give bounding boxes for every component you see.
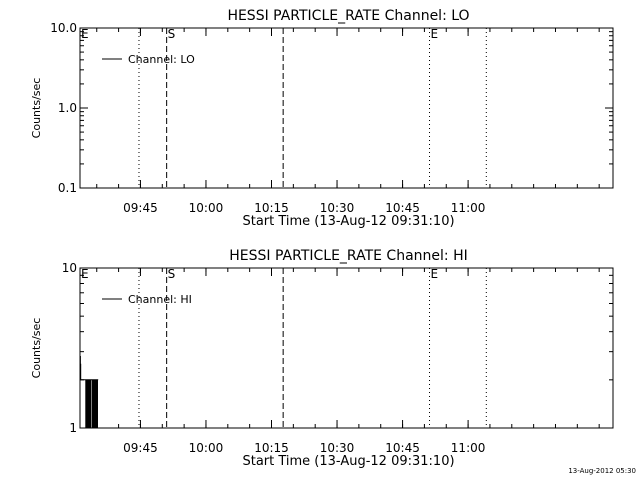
x-tick-label: 11:00 [451,201,486,215]
x-tick-label: 10:15 [254,201,289,215]
event-marker-label: E [81,27,89,41]
x-tick-label: 09:45 [123,441,158,455]
x-tick-label: 11:00 [451,441,486,455]
y-tick-label: 1 [69,421,77,435]
chart-title: HESSI PARTICLE_RATE Channel: HI [229,248,467,264]
chart-panel-lo: HESSI PARTICLE_RATE Channel: LO Counts/se… [30,8,614,229]
plot-frame [79,267,614,429]
y-tick-label: 10 [62,261,77,275]
plot-frame [79,27,614,189]
y-tick-label: 1.0 [58,101,77,115]
x-tick-label: 10:30 [320,441,355,455]
event-marker-label: S [168,27,176,41]
chart-panel-hi: HESSI PARTICLE_RATE Channel: HI Counts/se… [30,248,614,469]
legend-label: Channel: HI [128,293,192,306]
y-tick-label: 10.0 [50,21,77,35]
x-tick-label: 10:15 [254,441,289,455]
x-tick-label: 10:45 [385,201,420,215]
event-marker-label: E [81,267,89,281]
x-tick-label: 09:45 [123,201,158,215]
y-axis-label: Counts/sec [30,318,43,379]
footer-timestamp: 13-Aug-2012 05:30 [568,467,636,475]
x-tick-label: 10:00 [189,201,224,215]
event-marker-label: E [431,267,439,281]
y-tick-label: 0.1 [58,181,77,195]
chart-title: HESSI PARTICLE_RATE Channel: LO [227,8,469,24]
x-tick-label: 10:45 [385,441,420,455]
series-line [79,356,99,429]
x-tick-label: 10:30 [320,201,355,215]
x-axis-label: Start Time (13-Aug-12 09:31:10) [242,214,454,229]
event-marker-label: S [168,267,176,281]
x-axis-label: Start Time (13-Aug-12 09:31:10) [242,454,454,469]
legend-label: Channel: LO [128,53,195,66]
event-marker-label: E [431,27,439,41]
x-tick-label: 10:00 [189,441,224,455]
y-axis-label: Counts/sec [30,78,43,139]
